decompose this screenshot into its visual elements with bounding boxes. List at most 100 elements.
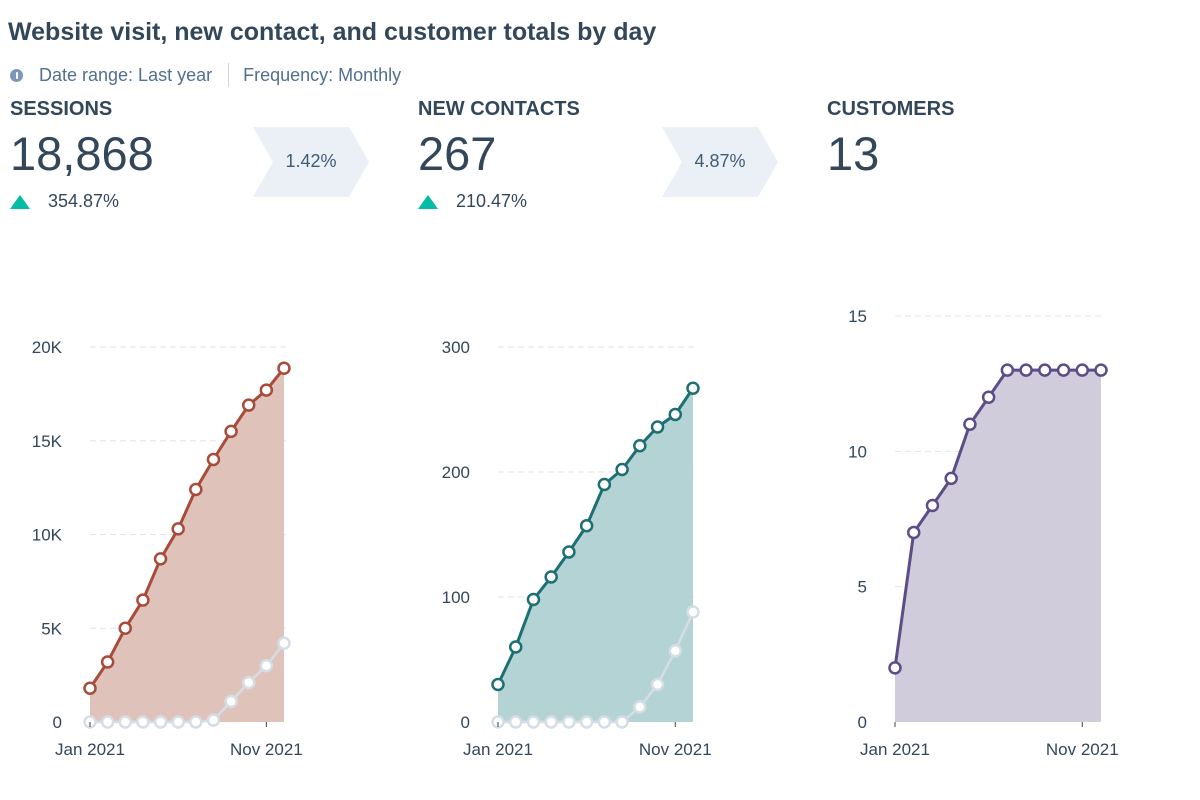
comparison-point[interactable] [100,715,115,729]
data-point[interactable] [1000,363,1015,377]
info-icon[interactable] [10,68,23,82]
y-tick-label: 200 [442,463,470,482]
comparison-point[interactable] [259,659,274,673]
data-point[interactable] [508,640,523,654]
data-point[interactable] [1094,363,1108,377]
data-point[interactable] [491,677,505,692]
comparison-point[interactable] [615,715,629,729]
comparison-point[interactable] [579,715,594,729]
data-point[interactable] [925,498,940,513]
y-tick-label: 300 [442,338,470,357]
comparison-point[interactable] [562,715,576,729]
chevron-arrow-icon [253,127,369,197]
comparison-point[interactable] [224,694,238,709]
comparison-point[interactable] [633,700,647,714]
data-point[interactable] [171,522,185,536]
comparison-point[interactable] [668,644,683,658]
kpi-label: NEW CONTACTS [418,98,580,120]
x-tick-label: Nov 2021 [230,740,303,759]
meta-divider [228,63,230,87]
data-point[interactable] [1038,363,1052,377]
data-point[interactable] [888,661,902,675]
conversion-rate-contacts-customers: 4.87% [662,127,778,197]
comparison-point[interactable] [189,715,203,729]
series-area [90,368,284,722]
date-range: Date range: Last year [39,64,213,85]
data-point[interactable] [136,593,150,607]
x-tick-label: Nov 2021 [1046,740,1119,759]
y-tick-label: 10K [32,526,63,545]
data-point[interactable] [1056,363,1071,377]
data-point[interactable] [633,439,647,453]
y-tick-label: 0 [461,713,470,732]
data-point[interactable] [153,552,168,566]
data-point[interactable] [906,525,921,540]
data-point[interactable] [597,477,612,492]
conversion-rate: 4.87% [694,151,746,171]
y-tick-label: 5K [41,619,62,638]
x-tick-label: Nov 2021 [639,740,712,759]
comparison-point[interactable] [206,713,221,727]
kpi-change-value: 354.87% [48,191,120,211]
y-tick-label: 0 [858,713,867,732]
y-tick-label: 100 [442,588,470,607]
sessions-chart: 0 5K 10K 15K 20K Jan 2021 Nov 2021 [32,338,303,759]
data-point[interactable] [100,655,115,669]
x-tick-label: Jan 2021 [463,740,533,759]
comparison-point[interactable] [508,715,523,729]
data-point[interactable] [579,519,594,533]
y-tick-label: 5 [858,578,867,597]
y-tick-label: 20K [32,338,63,357]
y-tick-label: 15K [32,432,63,451]
frequency: Frequency: Monthly [243,64,402,85]
comparison-point[interactable] [153,715,168,729]
kpi-change-value: 210.47% [456,191,528,211]
data-point[interactable] [277,361,291,375]
data-point[interactable] [944,471,958,486]
comparison-point[interactable] [686,605,700,619]
comparison-point[interactable] [241,675,256,690]
kpi-label: CUSTOMERS [827,98,955,120]
comparison-point[interactable] [526,715,541,729]
conversion-rate-sessions-contacts: 1.42% [253,127,369,197]
y-tick-label: 15 [848,307,867,326]
data-point[interactable] [526,592,541,607]
data-point[interactable] [1019,363,1033,377]
data-point[interactable] [118,621,133,635]
x-tick-label: Jan 2021 [860,740,930,759]
data-point[interactable] [189,482,203,497]
data-point[interactable] [686,381,700,395]
kpi-new-contacts: NEW CONTACTS 267 210.47% [418,98,580,212]
customers-chart: 0 5 10 15 Jan 2021 Nov 2021 [848,307,1119,759]
kpi-value: 267 [418,127,497,180]
new-contacts-chart: 0 100 200 300 Jan 2021 Nov 2021 [442,338,712,759]
data-point[interactable] [544,570,558,584]
data-point[interactable] [562,545,576,559]
comparison-point[interactable] [171,715,185,729]
data-point[interactable] [83,681,97,695]
comparison-point[interactable] [136,715,150,729]
comparison-point[interactable] [597,715,612,729]
conversion-rate: 1.42% [285,151,337,171]
data-point[interactable] [1075,363,1090,377]
comparison-point[interactable] [277,636,291,650]
data-point[interactable] [259,383,274,397]
data-point[interactable] [224,424,238,439]
data-point[interactable] [615,462,629,477]
report-title: Website visit, new contact, and customer… [8,18,657,46]
kpi-change: 354.87% [10,191,154,212]
data-point[interactable] [241,398,256,412]
kpi-sessions: SESSIONS 18,868 354.87% [10,98,154,212]
comparison-point[interactable] [544,715,558,729]
data-point[interactable] [650,420,665,434]
comparison-point[interactable] [118,715,133,729]
data-point[interactable] [981,390,996,404]
data-point[interactable] [206,452,221,467]
kpi-label: SESSIONS [10,98,113,120]
comparison-point[interactable] [650,677,665,692]
y-tick-label: 10 [848,442,867,461]
x-tick-label: Jan 2021 [55,740,125,759]
data-point[interactable] [963,417,977,432]
data-point[interactable] [668,407,683,422]
